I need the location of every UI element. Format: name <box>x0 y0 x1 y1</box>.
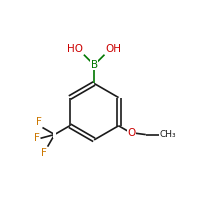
Text: HO: HO <box>67 44 83 54</box>
Text: F: F <box>36 117 41 127</box>
Text: O: O <box>127 128 135 138</box>
Text: F: F <box>41 148 47 158</box>
Text: CH₃: CH₃ <box>160 130 177 139</box>
Text: F: F <box>34 133 40 143</box>
Text: B: B <box>91 60 98 70</box>
Text: OH: OH <box>105 44 121 54</box>
